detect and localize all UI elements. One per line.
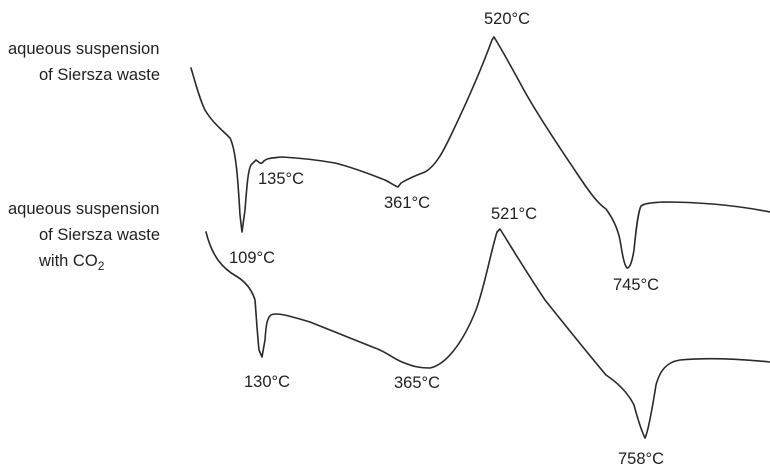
peak-label: 758°C	[618, 450, 664, 466]
peak-label: 365°C	[394, 374, 440, 392]
peak-label: 130°C	[244, 373, 290, 391]
peak-label: 520°C	[484, 10, 530, 28]
series-2-curve	[205, 228, 770, 439]
series-2-name-text: with CO	[38, 252, 98, 270]
peak-label: 135°C	[258, 170, 304, 188]
peak-label: 361°C	[384, 194, 430, 212]
series-1-curve	[190, 36, 770, 269]
series-2-name-line-2: of Siersza waste	[39, 226, 160, 244]
series-1-name-line-2: of Siersza waste	[39, 66, 160, 84]
peak-label: 745°C	[613, 276, 659, 294]
series-1-name-line-1: aqueous suspension	[8, 40, 159, 58]
peak-label: 521°C	[491, 205, 537, 223]
series-2-name-subscript: 2	[98, 259, 105, 273]
peak-label: 109°C	[229, 249, 275, 267]
series-2-name-line-3: with CO2	[38, 252, 105, 273]
series-2-name-line-1: aqueous suspension	[8, 200, 159, 218]
